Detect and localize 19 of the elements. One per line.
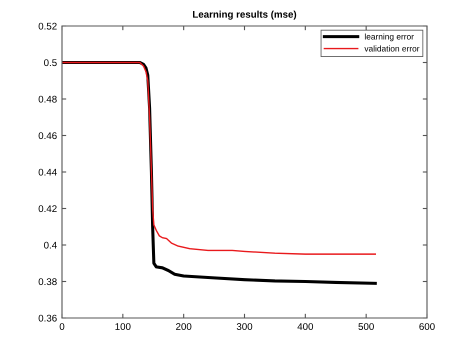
y-tick-label: 0.36 [38,314,57,322]
y-tick-label: 0.42 [38,205,57,212]
x-tick-label: 500 [358,323,374,330]
x-tick-label: 200 [176,323,192,330]
legend-label: learning error [364,34,414,42]
y-tick-label: 0.38 [38,278,57,286]
y-tick-label: 0.46 [38,132,57,140]
y-tick-label: 0.48 [38,96,57,103]
y-tick-label: 0.5 [44,59,57,66]
legend-label: validation error [364,45,420,52]
x-tick-label: 100 [115,323,131,330]
x-tick-label: 400 [297,323,314,330]
y-tick-label: 0.44 [38,168,57,176]
x-tick-label: 0 [60,323,64,330]
chart-title: Learning results (mse) [193,10,296,20]
y-tick-label: 0.4 [44,242,57,249]
x-tick-label: 300 [236,323,252,330]
x-tick-label: 600 [419,323,435,330]
y-tick-label: 0.52 [38,22,57,30]
